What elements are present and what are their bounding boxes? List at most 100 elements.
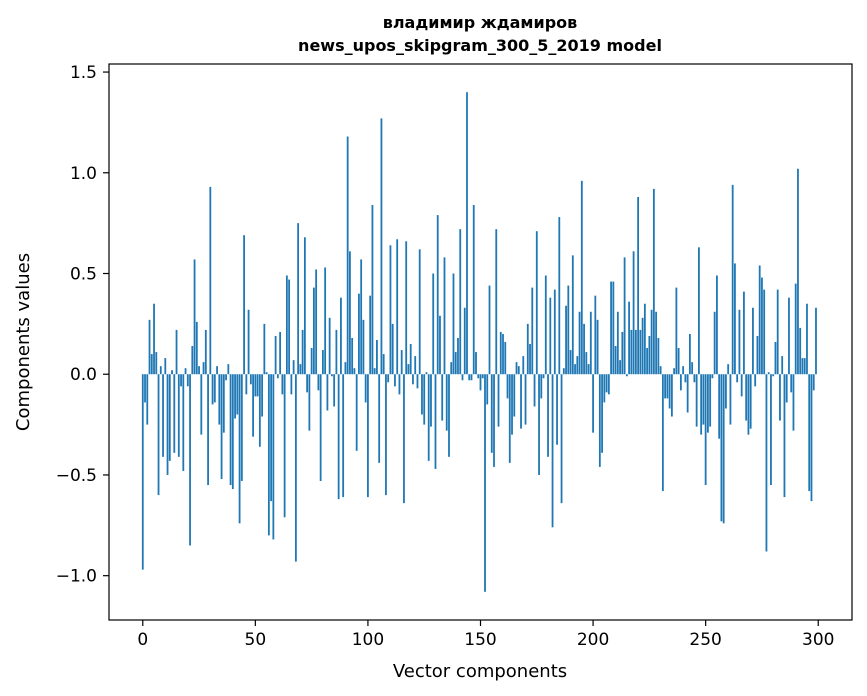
- y-axis-label: Components values: [13, 253, 34, 431]
- bar-279: [770, 374, 772, 486]
- bar-173: [531, 287, 534, 375]
- bar-202: [596, 319, 599, 375]
- bar-296: [808, 374, 811, 492]
- bar-2: [146, 374, 149, 425]
- bar-48: [249, 374, 252, 385]
- bar-38: [227, 364, 230, 375]
- bar-183: [553, 289, 556, 375]
- chart-title: владимир ждамиров: [383, 13, 578, 32]
- bar-283: [779, 374, 781, 421]
- bar-209: [612, 281, 615, 375]
- bar-99: [364, 374, 367, 403]
- bar-122: [416, 374, 419, 389]
- bar-60: [276, 374, 279, 379]
- bar-168: [520, 374, 522, 429]
- bar-0: [141, 374, 144, 570]
- bar-271: [752, 307, 754, 375]
- bar-164: [511, 374, 513, 435]
- bar-37: [225, 374, 227, 381]
- bar-233: [666, 374, 669, 399]
- bar-148: [475, 352, 477, 375]
- bar-278: [767, 372, 770, 375]
- y-axis: −1.0 −0.5 0.0 0.5 1.0 1.5: [56, 63, 109, 587]
- bar-119: [409, 344, 412, 375]
- bar-63: [283, 374, 286, 518]
- bar-131: [436, 215, 439, 375]
- bar-79: [319, 374, 322, 481]
- bar-92: [349, 251, 351, 375]
- bar-251: [707, 374, 709, 433]
- bar-212: [619, 360, 621, 375]
- bar-36: [222, 374, 225, 433]
- bar-28: [204, 329, 207, 375]
- bar-1: [144, 374, 146, 403]
- bar-230: [659, 366, 662, 375]
- bar-39: [229, 374, 232, 486]
- bar-181: [549, 297, 552, 375]
- bar-138: [452, 273, 455, 375]
- bar-239: [679, 374, 682, 391]
- bar-135: [445, 374, 448, 431]
- bar-52: [258, 374, 261, 447]
- bar-163: [508, 374, 511, 463]
- bar-123: [418, 249, 421, 375]
- bar-270: [749, 374, 752, 429]
- bar-282: [776, 289, 779, 375]
- bar-280: [772, 374, 775, 377]
- bar-109: [387, 374, 390, 383]
- bar-19: [184, 368, 187, 375]
- bar-150: [479, 374, 482, 391]
- bar-242: [686, 374, 689, 413]
- bar-22: [191, 346, 194, 375]
- bar-217: [630, 329, 633, 375]
- bar-299: [815, 307, 817, 375]
- x-tick-label: 200: [577, 630, 609, 650]
- bar-257: [720, 374, 723, 522]
- bar-298: [812, 374, 815, 391]
- bar-204: [601, 374, 603, 453]
- bar-134: [443, 257, 446, 375]
- bar-118: [407, 364, 410, 375]
- x-tick-label: 0: [137, 630, 148, 650]
- bar-91: [346, 136, 349, 375]
- bar-12: [168, 374, 171, 461]
- bar-44: [240, 374, 243, 481]
- bar-107: [382, 354, 385, 375]
- bar-255: [716, 275, 718, 375]
- bar-74: [308, 374, 311, 431]
- bar-3: [148, 319, 151, 375]
- bar-85: [333, 374, 336, 407]
- bar-121: [414, 356, 417, 375]
- bar-190: [569, 350, 572, 375]
- bar-43: [238, 374, 241, 524]
- bar-5: [153, 303, 155, 375]
- bar-160: [502, 333, 504, 375]
- bar-47: [247, 309, 250, 375]
- bar-132: [439, 315, 441, 375]
- bar-214: [623, 257, 626, 375]
- bar-295: [806, 303, 808, 375]
- bar-243: [688, 333, 691, 375]
- bar-169: [522, 356, 525, 375]
- bar-84: [331, 374, 333, 377]
- bar-277: [765, 374, 768, 552]
- bar-287: [788, 297, 790, 375]
- bar-13: [171, 370, 173, 375]
- bar-187: [562, 368, 565, 375]
- bar-16: [177, 374, 180, 457]
- bar-127: [427, 374, 430, 461]
- bar-275: [761, 277, 763, 375]
- bar-102: [371, 205, 374, 375]
- bar-227: [652, 188, 655, 375]
- bar-17: [180, 374, 182, 387]
- bar-153: [486, 374, 489, 405]
- bars: [141, 92, 817, 592]
- bar-297: [810, 374, 813, 502]
- bar-53: [261, 374, 263, 417]
- bar-291: [797, 168, 799, 375]
- bar-136: [448, 374, 450, 457]
- bar-232: [664, 374, 667, 399]
- bar-94: [353, 368, 356, 375]
- bar-54: [263, 323, 266, 375]
